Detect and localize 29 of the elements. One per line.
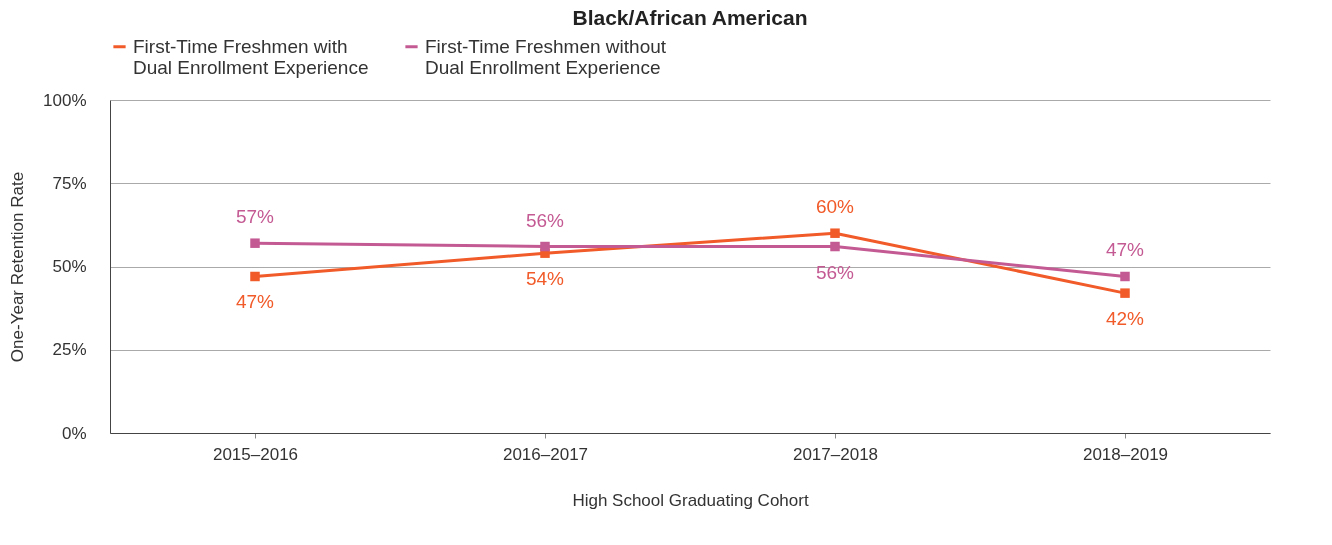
y-tick-label: 25%: [52, 340, 87, 360]
data-label: 56%: [815, 261, 855, 283]
data-label: 57%: [235, 206, 275, 228]
data-label: 54%: [525, 268, 565, 290]
y-tick-label: 75%: [52, 173, 87, 193]
x-axis-title: High School Graduating Cohort: [572, 490, 809, 510]
point: [1120, 288, 1130, 298]
x-tick-label: 2015–2016: [212, 444, 299, 464]
point: [540, 241, 550, 252]
y-tick-label: 100%: [43, 90, 87, 110]
data-label: 42%: [1105, 308, 1145, 330]
x-tick-label: 2016–2017: [502, 444, 589, 464]
x-tick-label: 2018–2019: [1082, 444, 1169, 464]
legend-label: First-Time Freshmen without Dual Enrollment Experience: [425, 35, 667, 78]
y-axis-title: One-Year Retention Rate: [8, 171, 28, 363]
point: [250, 271, 260, 282]
data-label: 47%: [1105, 239, 1145, 261]
x-tick-label: 2017–2018: [792, 444, 879, 464]
y-tick-label: 0%: [61, 423, 87, 443]
point: [250, 238, 260, 248]
point: [830, 228, 840, 238]
data-label: 47%: [235, 291, 275, 313]
legend-label: First-Time Freshmen with Dual Enrollment Experience: [133, 35, 369, 78]
data-label: 60%: [815, 196, 855, 218]
chart-title: Black/African American: [572, 6, 808, 29]
point: [830, 241, 840, 252]
point: [1120, 271, 1130, 282]
data-label: 56%: [525, 209, 565, 231]
y-tick-label: 50%: [52, 257, 87, 276]
